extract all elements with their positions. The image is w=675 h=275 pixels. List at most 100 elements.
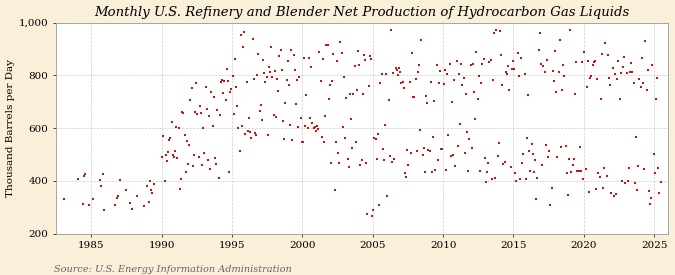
Point	[194, 104, 205, 109]
Point	[379, 123, 390, 127]
Point	[240, 132, 251, 136]
Point	[317, 134, 327, 139]
Point	[478, 57, 489, 61]
Y-axis label: Thousand Barrels per Day: Thousand Barrels per Day	[5, 59, 15, 197]
Point	[583, 59, 593, 64]
Point	[570, 92, 580, 96]
Point	[624, 69, 635, 74]
Point	[608, 194, 619, 198]
Point	[411, 148, 422, 153]
Point	[334, 161, 345, 166]
Point	[141, 183, 152, 188]
Point	[594, 175, 605, 179]
Point	[559, 74, 570, 78]
Point	[293, 125, 304, 129]
Point	[183, 162, 194, 167]
Point	[157, 155, 167, 159]
Point	[239, 30, 250, 35]
Point	[509, 67, 520, 72]
Point	[319, 140, 329, 144]
Point	[487, 78, 498, 82]
Point	[267, 75, 278, 79]
Point	[163, 150, 173, 154]
Point	[275, 48, 286, 52]
Point	[349, 63, 360, 68]
Point	[506, 67, 517, 71]
Point	[263, 64, 274, 69]
Point	[484, 60, 495, 64]
Point	[158, 134, 169, 139]
Point	[422, 101, 433, 106]
Point	[646, 196, 657, 200]
Point	[580, 167, 591, 171]
Point	[145, 179, 156, 184]
Point	[271, 115, 281, 119]
Point	[454, 71, 464, 76]
Point	[263, 133, 273, 137]
Point	[412, 69, 423, 74]
Point	[306, 65, 317, 69]
Point	[446, 154, 456, 158]
Point	[376, 72, 387, 76]
Point	[177, 110, 188, 115]
Point	[341, 95, 352, 100]
Point	[199, 151, 210, 156]
Point	[579, 50, 590, 54]
Point	[513, 74, 524, 79]
Point	[352, 87, 362, 92]
Point	[444, 62, 455, 67]
Point	[493, 141, 504, 145]
Point	[641, 87, 652, 92]
Point	[468, 62, 479, 66]
Point	[254, 109, 265, 113]
Point	[584, 189, 595, 194]
Point	[416, 38, 427, 42]
Point	[388, 71, 399, 75]
Point	[246, 135, 256, 140]
Point	[350, 140, 361, 144]
Point	[367, 214, 377, 218]
Point	[368, 208, 379, 212]
Point	[218, 91, 229, 95]
Point	[344, 165, 354, 170]
Point	[352, 49, 363, 54]
Point	[618, 65, 628, 70]
Point	[607, 66, 618, 71]
Point	[310, 129, 321, 133]
Point	[630, 135, 641, 139]
Point	[161, 159, 172, 163]
Point	[520, 177, 531, 181]
Point	[398, 86, 409, 90]
Point	[96, 184, 107, 188]
Point	[354, 63, 364, 67]
Point	[572, 169, 583, 173]
Point	[647, 63, 658, 67]
Point	[574, 145, 585, 150]
Point	[589, 59, 600, 64]
Point	[614, 97, 625, 101]
Point	[505, 164, 516, 169]
Point	[389, 157, 400, 161]
Point	[280, 101, 291, 105]
Point	[375, 81, 385, 85]
Point	[543, 155, 554, 159]
Point	[360, 58, 371, 62]
Point	[381, 72, 392, 76]
Point	[562, 171, 572, 175]
Point	[335, 39, 346, 44]
Point	[361, 161, 372, 166]
Point	[393, 73, 404, 78]
Point	[322, 43, 333, 47]
Point	[568, 157, 579, 161]
Point	[544, 149, 555, 153]
Point	[483, 161, 493, 165]
Point	[500, 160, 510, 164]
Point	[184, 143, 194, 147]
Point	[540, 142, 551, 147]
Point	[535, 31, 545, 35]
Point	[556, 145, 566, 149]
Point	[371, 157, 382, 161]
Point	[126, 207, 137, 211]
Point	[325, 83, 335, 87]
Point	[593, 171, 604, 176]
